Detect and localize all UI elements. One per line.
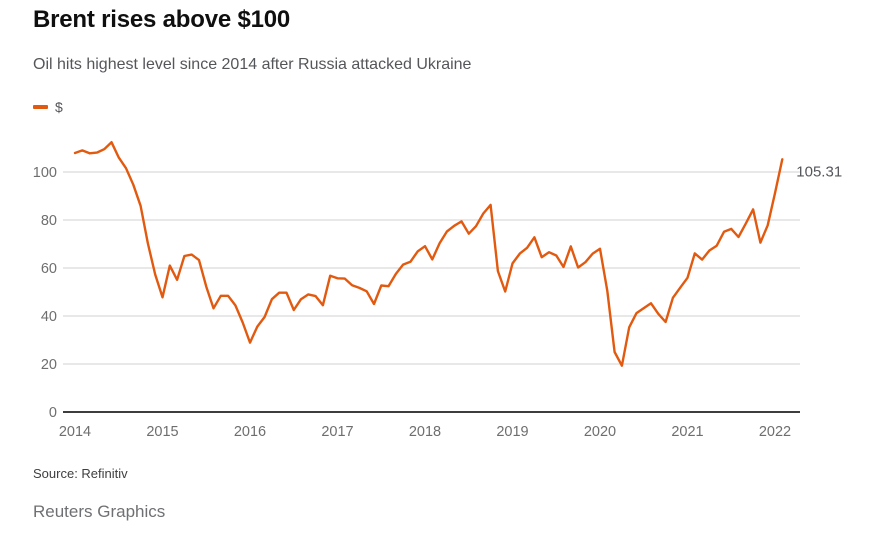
x-tick-label: 2017 xyxy=(321,424,353,440)
x-tick-label: 2019 xyxy=(496,424,528,440)
y-tick-label: 100 xyxy=(33,165,57,181)
y-tick-label: 20 xyxy=(41,357,57,373)
x-tick-label: 2016 xyxy=(234,424,266,440)
price-chart: 0 20 40 60 80 100 2014 2015 2016 2017 2018 2019 2020… xyxy=(33,140,842,440)
y-tick-label: 40 xyxy=(41,309,57,325)
y-tick-label: 0 xyxy=(49,405,57,421)
x-tick-label: 2014 xyxy=(59,424,91,440)
legend: $ xyxy=(33,100,63,114)
y-tick-label: 80 xyxy=(41,213,57,229)
price-end-label: 105.31 xyxy=(796,163,842,180)
x-tick-label: 2020 xyxy=(584,424,616,440)
x-tick-label: 2021 xyxy=(671,424,703,440)
y-tick-label: 60 xyxy=(41,261,57,277)
x-tick-label: 2022 xyxy=(759,424,791,440)
price-line xyxy=(73,140,784,367)
reuters-graphics-credit: Reuters Graphics xyxy=(33,502,166,521)
chart-subtitle: Oil hits highest level since 2014 after … xyxy=(33,56,472,73)
chart-title: Brent rises above $100 xyxy=(33,6,291,33)
source-note: Source: Refinitiv xyxy=(33,466,128,481)
x-tick-label: 2015 xyxy=(146,424,178,440)
legend-line-swatch-icon xyxy=(33,105,48,109)
x-tick-label: 2018 xyxy=(409,424,441,440)
legend-series-label: $ xyxy=(55,99,63,115)
